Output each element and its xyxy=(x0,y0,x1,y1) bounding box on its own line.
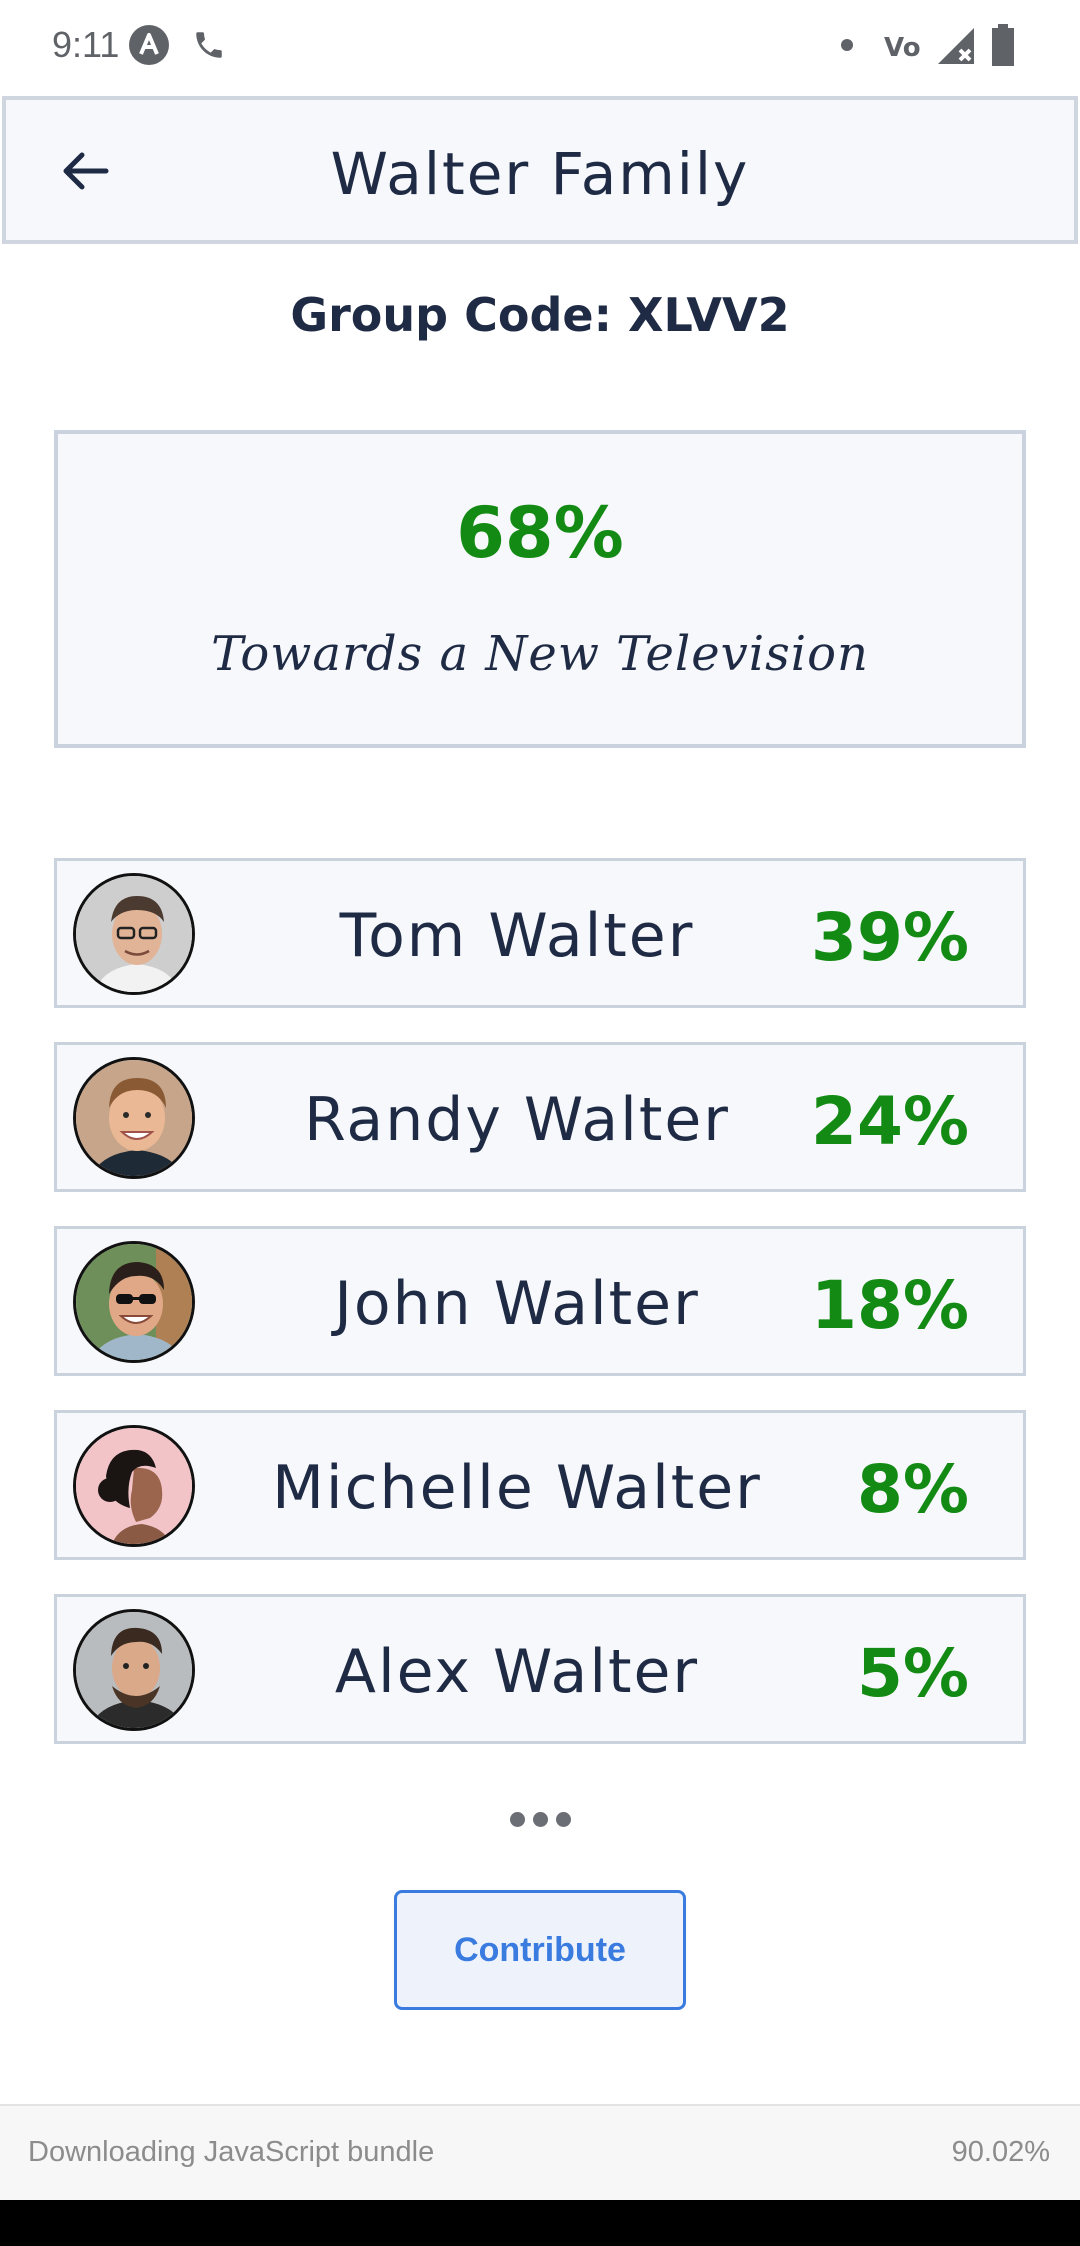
member-row-michelle[interactable]: Michelle Walter 8% xyxy=(54,1410,1026,1560)
member-percent: 39% xyxy=(811,899,969,976)
avatar xyxy=(73,1241,195,1363)
member-name: Michelle Walter xyxy=(272,1453,762,1523)
signal-icon xyxy=(938,28,974,64)
ellipsis-icon xyxy=(510,1812,525,1827)
more-members-button[interactable] xyxy=(500,1808,580,1832)
member-row-alex[interactable]: Alex Walter 5% xyxy=(54,1594,1026,1744)
bundle-download-banner: Downloading JavaScript bundle 90.02% xyxy=(0,2104,1080,2200)
goal-description: Towards a New Television xyxy=(211,626,869,682)
dot-icon xyxy=(841,39,853,51)
bundle-status-text: Downloading JavaScript bundle xyxy=(28,2136,435,2168)
goal-percent: 68% xyxy=(456,492,624,574)
group-code: Group Code: XLVV2 xyxy=(290,288,790,342)
member-percent: 24% xyxy=(811,1083,969,1160)
volte-icon: Vo xyxy=(884,33,921,63)
ellipsis-icon xyxy=(533,1812,548,1827)
app-header: Walter Family xyxy=(2,96,1078,244)
member-row-randy[interactable]: Randy Walter 24% xyxy=(54,1042,1026,1192)
member-name: Tom Walter xyxy=(339,901,695,971)
back-button[interactable] xyxy=(56,146,116,196)
member-percent: 5% xyxy=(856,1635,969,1712)
arrow-left-icon xyxy=(63,152,109,190)
avatar xyxy=(73,1425,195,1547)
system-nav-bar xyxy=(0,2200,1080,2246)
bundle-progress: 90.02% xyxy=(951,2136,1050,2168)
ellipsis-icon xyxy=(556,1812,571,1827)
svg-text:Vo: Vo xyxy=(884,33,921,63)
member-percent: 18% xyxy=(811,1267,969,1344)
avatar xyxy=(73,873,195,995)
phone-icon xyxy=(196,32,222,58)
battery-icon xyxy=(992,24,1014,66)
page-title: Walter Family xyxy=(330,140,750,208)
status-bar: 9:11 Vo xyxy=(0,0,1080,90)
member-name: Randy Walter xyxy=(304,1085,730,1155)
member-name: John Walter xyxy=(334,1269,700,1339)
member-row-tom[interactable]: Tom Walter 39% xyxy=(54,858,1026,1008)
goal-progress-card: 68% Towards a New Television xyxy=(54,430,1026,748)
app-a-icon xyxy=(129,25,169,65)
member-row-john[interactable]: John Walter 18% xyxy=(54,1226,1026,1376)
contribute-button[interactable]: Contribute xyxy=(394,1890,686,2010)
avatar xyxy=(73,1609,195,1731)
status-time: 9:11 xyxy=(52,24,120,65)
member-name: Alex Walter xyxy=(334,1637,700,1707)
avatar xyxy=(73,1057,195,1179)
member-percent: 8% xyxy=(856,1451,969,1528)
